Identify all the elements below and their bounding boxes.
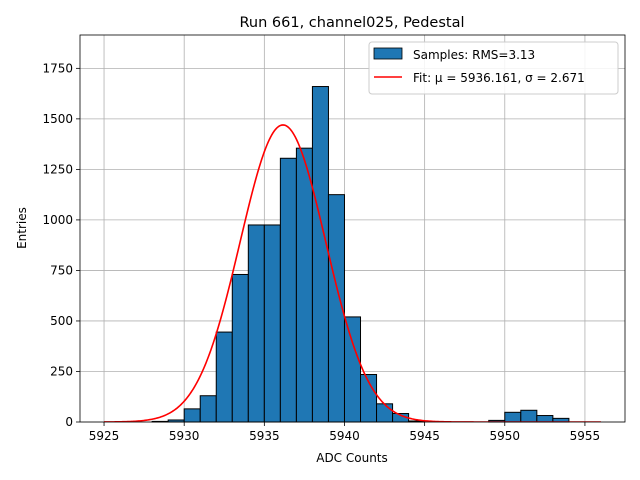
y-tick-label: 500 xyxy=(50,314,73,328)
x-tick-label: 5930 xyxy=(169,429,200,443)
x-tick-label: 5945 xyxy=(409,429,440,443)
y-tick-label: 0 xyxy=(65,415,73,429)
histogram-bar xyxy=(183,408,201,423)
x-tick-label: 5955 xyxy=(570,429,601,443)
y-tick-label: 1500 xyxy=(42,112,73,126)
histogram-bars xyxy=(151,86,570,423)
chart-title: Run 661, channel025, Pedestal xyxy=(239,15,464,31)
histogram-bar xyxy=(536,415,554,423)
fit-curve xyxy=(104,124,601,422)
fit-curve-layer xyxy=(104,124,601,422)
y-tick-label: 1000 xyxy=(42,213,73,227)
y-tick-label: 1750 xyxy=(42,61,73,75)
y-tick-label: 250 xyxy=(50,364,73,378)
histogram-bar xyxy=(263,224,281,423)
y-axis-label: Entries xyxy=(15,207,29,249)
histogram-bar xyxy=(279,157,297,423)
histogram-bar xyxy=(199,395,217,423)
histogram-bar xyxy=(295,147,313,423)
legend-histogram-swatch xyxy=(373,47,403,60)
x-axis-ticks: 5925 5930 5935 5940 5945 5950 5955 xyxy=(89,422,600,443)
y-tick-label: 1250 xyxy=(42,162,73,176)
x-tick-label: 5950 xyxy=(490,429,521,443)
legend: Samples: RMS=3.13 Fit: μ = 5936.161, σ =… xyxy=(368,41,619,95)
x-tick-label: 5940 xyxy=(329,429,360,443)
x-tick-label: 5935 xyxy=(249,429,280,443)
histogram-bar xyxy=(231,273,249,423)
histogram-bar xyxy=(247,224,265,423)
histogram-bar xyxy=(311,86,329,423)
legend-histogram-label: Samples: RMS=3.13 xyxy=(413,48,535,62)
y-axis-ticks: 0 250 500 750 1000 1250 1500 1750 xyxy=(42,61,80,429)
x-axis-label: ADC Counts xyxy=(316,451,388,465)
histogram-bar xyxy=(215,331,233,423)
histogram-bar xyxy=(376,403,394,423)
legend-fit-label: Fit: μ = 5936.161, σ = 2.671 xyxy=(413,71,585,85)
histogram-bar xyxy=(504,411,522,423)
x-tick-label: 5925 xyxy=(89,429,120,443)
y-tick-label: 750 xyxy=(50,263,73,277)
plot-frame xyxy=(79,34,626,423)
histogram-bar xyxy=(520,409,538,423)
histogram-bar xyxy=(343,316,362,423)
legend-box xyxy=(368,41,619,95)
